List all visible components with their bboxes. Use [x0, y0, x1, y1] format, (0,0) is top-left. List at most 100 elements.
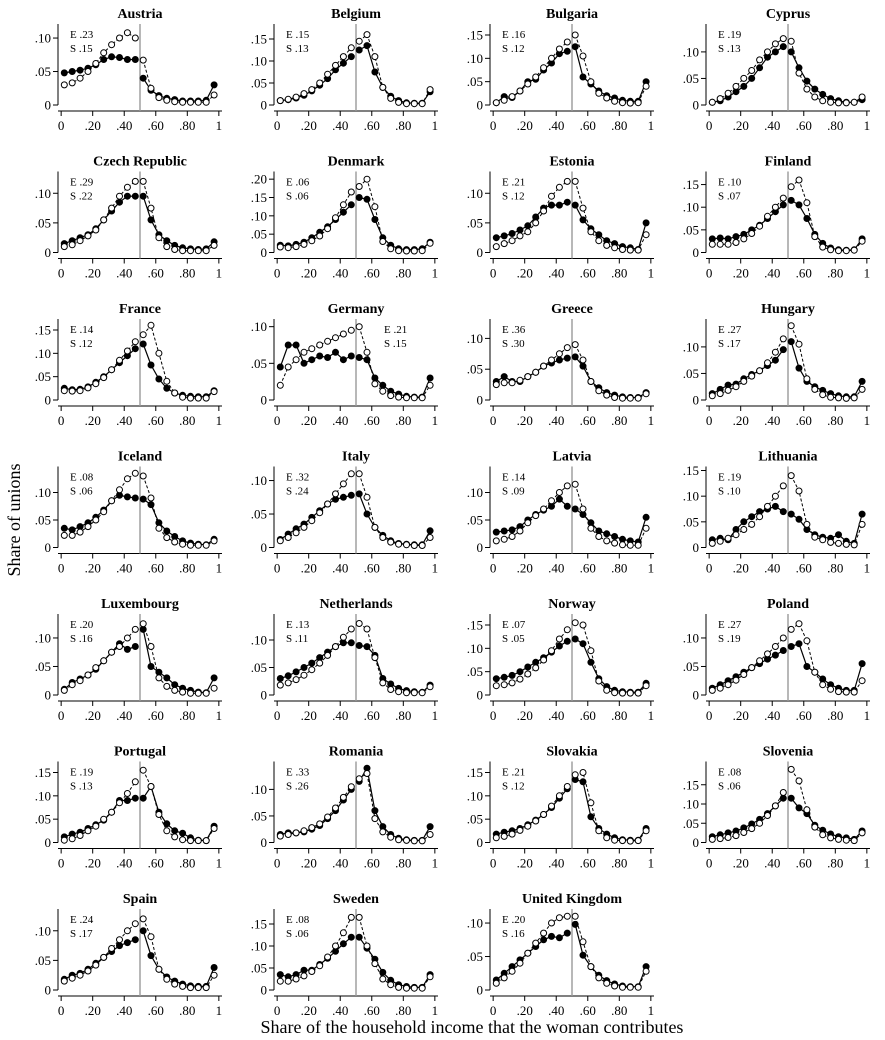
x-tick-label: .20 — [733, 561, 749, 576]
series-s-point — [194, 394, 202, 402]
series-e-point — [131, 643, 139, 650]
x-tick-label: .20 — [733, 266, 749, 281]
panel-united-kingdom: United Kingdom 0 .05 .10 0 .20 .40 .60 .80 1 E .20… — [467, 892, 654, 1018]
series-e-line — [142, 196, 215, 251]
series-s-point — [179, 247, 187, 255]
series-e-point — [155, 668, 163, 676]
series-e-point — [147, 663, 155, 670]
x-tick-label: .60 — [796, 266, 812, 281]
series-s-line — [496, 485, 568, 542]
series-s-point — [139, 620, 147, 628]
series-s-point — [563, 344, 571, 352]
series-s-point — [76, 387, 84, 395]
series-e-point — [355, 490, 363, 498]
y-tick-label: .05 — [251, 356, 267, 371]
series-s-point — [619, 246, 626, 253]
series-s-point — [410, 100, 418, 108]
panel-spain: Spain 0 .05 .10 0 .20 .40 .60 .80 1 E .24 S .17 — [35, 892, 222, 1018]
series-s-point — [548, 497, 555, 505]
series-e-point — [803, 215, 811, 222]
series-s-point — [708, 686, 716, 694]
series-e-line — [142, 629, 215, 694]
x-tick-label: .20 — [301, 708, 317, 723]
x-tick-label: .80 — [611, 413, 627, 428]
series-e-point — [748, 74, 756, 82]
series-s-point — [787, 183, 795, 191]
series-s-point — [571, 177, 579, 185]
series-s-point — [500, 379, 508, 387]
y-tick-label: .05 — [251, 507, 267, 522]
stat-s-label: S .07 — [718, 191, 741, 203]
x-tick-label: .20 — [85, 708, 101, 723]
series-s-point — [803, 637, 811, 645]
series-e-line — [574, 46, 647, 102]
x-tick-label: .60 — [148, 118, 164, 133]
x-tick-label: 0 — [274, 118, 281, 133]
series-e-point — [571, 505, 579, 513]
series-e-line — [359, 196, 431, 251]
series-s-line — [358, 473, 431, 546]
series-s-point — [202, 98, 210, 106]
series-s-point — [748, 372, 756, 380]
series-s-point — [626, 983, 634, 991]
series-e-point — [571, 201, 579, 209]
stat-e-label: E .20 — [70, 619, 94, 631]
y-tick-label: 0 — [45, 688, 52, 703]
series-s-line — [142, 769, 215, 842]
y-tick-label: .05 — [251, 660, 267, 675]
series-s-point — [347, 326, 355, 334]
panel-title: Estonia — [549, 155, 594, 170]
series-e-line — [280, 789, 352, 836]
x-tick-label: .20 — [85, 118, 101, 133]
series-e-point — [563, 502, 571, 510]
stat-e-label: E .13 — [286, 619, 310, 631]
series-e-point — [371, 807, 379, 815]
series-s-point — [842, 394, 850, 402]
series-s-point — [347, 783, 355, 791]
series-s-point — [587, 228, 595, 236]
series-s-point — [642, 524, 650, 532]
panel-grid: Austria 0 .05 .10 0 .20 .40 .60 .80 1 E .23 S .15 Be… — [35, 7, 870, 1018]
series-s-point — [363, 493, 371, 501]
series-s-line — [64, 341, 136, 392]
x-tick-label: .60 — [580, 561, 596, 576]
series-s-point — [339, 793, 347, 801]
x-tick-label: 1 — [648, 856, 655, 871]
series-s-point — [410, 247, 418, 255]
stat-s-label: S .05 — [502, 633, 525, 645]
series-s-point — [579, 204, 587, 212]
series-s-point — [379, 238, 387, 245]
series-s-point — [347, 188, 355, 196]
series-e-point — [795, 364, 803, 372]
series-s-point — [292, 93, 300, 101]
series-s-point — [795, 620, 803, 628]
x-tick-label: .80 — [827, 118, 843, 133]
stat-e-label: E .14 — [502, 472, 526, 484]
x-tick-label: .80 — [611, 118, 627, 133]
x-tick-label: 1 — [216, 413, 223, 428]
series-s-point — [60, 243, 68, 251]
series-s-point — [395, 98, 403, 106]
series-e-point — [308, 659, 316, 667]
series-s-point — [284, 244, 292, 252]
series-e-point — [508, 230, 516, 237]
series-s-point — [131, 338, 139, 346]
x-tick-label: 0 — [58, 118, 65, 133]
series-s-point — [108, 945, 116, 952]
x-tick-label: .40 — [764, 266, 780, 281]
x-tick-label: .60 — [364, 708, 380, 723]
stat-e-label: E .19 — [718, 472, 742, 484]
series-s-point — [619, 837, 626, 845]
y-tick-label: .05 — [35, 812, 51, 827]
series-s-point — [292, 676, 300, 684]
series-s-point — [548, 356, 555, 364]
series-s-point — [284, 534, 292, 541]
series-s-point — [210, 388, 218, 396]
series-s-point — [403, 541, 410, 549]
x-tick-label: .20 — [733, 856, 749, 871]
x-tick-label: .20 — [517, 266, 533, 281]
x-tick-label: .80 — [827, 413, 843, 428]
stat-s-label: S .15 — [384, 338, 407, 350]
x-tick-label: 0 — [490, 856, 497, 871]
series-s-point — [68, 241, 76, 249]
